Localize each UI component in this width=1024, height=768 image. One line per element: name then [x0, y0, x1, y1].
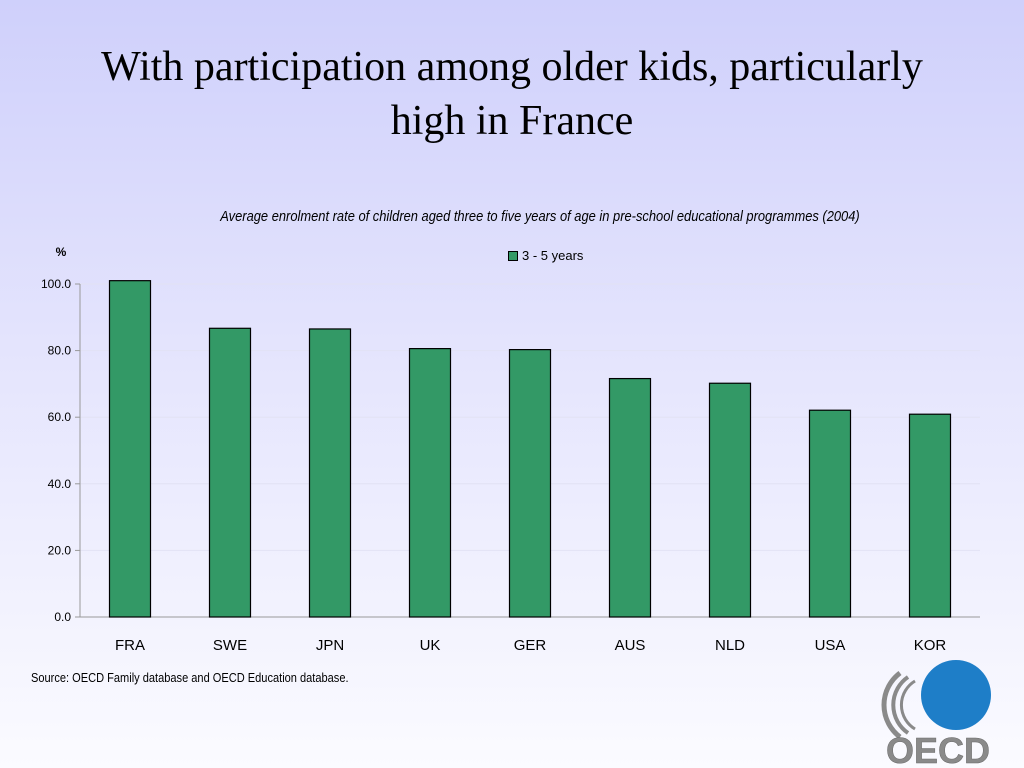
- y-tick-label: 40.0: [48, 477, 72, 491]
- x-tick-label: FRA: [115, 637, 145, 654]
- y-axis-label: %: [56, 245, 67, 259]
- bar-swe: [208, 327, 252, 618]
- oecd-logo-text: OECD: [886, 730, 990, 765]
- slide-title-line2: high in France: [390, 98, 634, 144]
- oecd-arcs-icon: [881, 671, 916, 739]
- x-tick-label: GER: [514, 637, 547, 654]
- bar-jpn: [308, 328, 352, 618]
- y-tick-label: 0.0: [54, 610, 71, 624]
- x-tick-label: USA: [815, 637, 846, 654]
- chart-title: Average enrolment rate of children aged …: [220, 208, 860, 225]
- slide-title: With participation among older kids, par…: [40, 40, 984, 148]
- x-tick-label: JPN: [316, 637, 344, 654]
- bar-aus: [608, 377, 652, 618]
- bar-ger: [508, 349, 552, 618]
- oecd-globe-icon: [921, 660, 991, 730]
- bar-usa: [808, 409, 852, 618]
- x-tick-label: SWE: [213, 637, 247, 654]
- x-tick-label: AUS: [615, 637, 646, 654]
- legend-label: 3 - 5 years: [522, 248, 584, 263]
- bar-fra: [108, 280, 152, 618]
- slide-title-line1: With participation among older kids, par…: [101, 44, 923, 90]
- bar-uk: [408, 348, 452, 618]
- y-tick-label: 80.0: [48, 344, 72, 358]
- y-tick-label: 20.0: [48, 543, 72, 557]
- y-tick-label: 100.0: [41, 277, 71, 291]
- x-tick-label: UK: [420, 637, 441, 654]
- x-tick-label: KOR: [914, 637, 947, 654]
- bar-nld: [708, 382, 752, 618]
- x-tick-label: NLD: [715, 637, 745, 654]
- source-note: Source: OECD Family database and OECD Ed…: [31, 670, 349, 685]
- oecd-logo: OECD: [881, 660, 991, 765]
- y-tick-label: 60.0: [48, 410, 72, 424]
- bar-kor: [908, 413, 952, 618]
- legend-swatch: [508, 250, 518, 261]
- chart-legend: 3 - 5 years: [508, 248, 583, 263]
